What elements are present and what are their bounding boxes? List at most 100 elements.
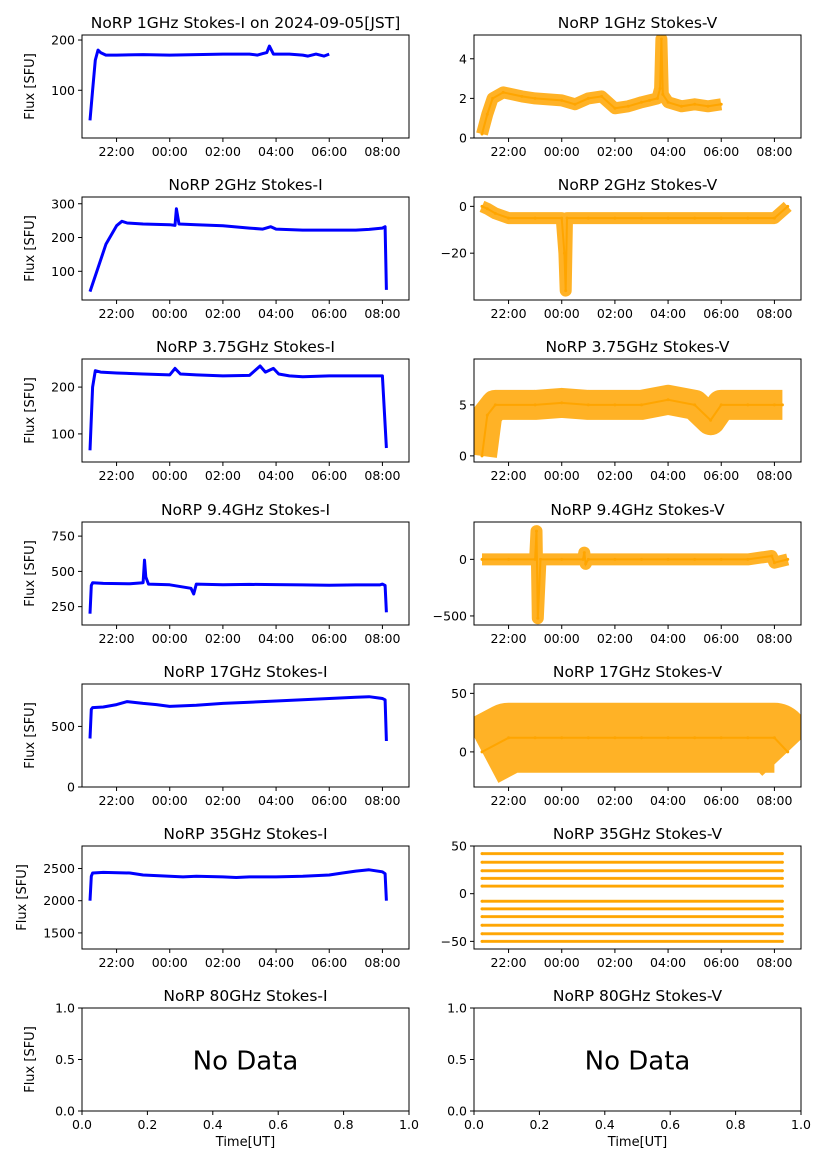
- series-point: [480, 860, 484, 864]
- series-point: [581, 557, 585, 561]
- x-tick-label: 08:00: [364, 793, 400, 808]
- series-point: [480, 454, 484, 458]
- no-data-annotation: No Data: [585, 1047, 691, 1077]
- panel-data: [480, 852, 784, 943]
- x-tick-label: 04:00: [650, 793, 686, 808]
- panel-data: [88, 558, 388, 614]
- panel-data: [476, 35, 723, 136]
- x-tick-label: 08:00: [364, 468, 400, 483]
- series-point: [507, 736, 511, 740]
- x-tick-label: 02:00: [205, 793, 241, 808]
- axes-frame: [473, 196, 802, 301]
- series-point: [573, 102, 577, 106]
- series-point: [564, 289, 568, 293]
- series-point: [480, 876, 484, 880]
- series-point: [491, 96, 495, 100]
- x-tick-label: 0.6: [268, 1117, 288, 1132]
- series-point: [772, 561, 776, 565]
- series-point: [584, 562, 588, 566]
- y-axis-label: Flux [SFU]: [23, 540, 38, 607]
- series-point: [658, 87, 662, 90]
- y-axis-label: Flux [SFU]: [23, 1026, 38, 1093]
- series-point: [772, 216, 776, 220]
- x-tick-label: 0.2: [529, 1117, 549, 1132]
- series-point: [679, 104, 683, 108]
- series-point: [493, 403, 497, 407]
- x-tick-label: 00:00: [544, 955, 580, 970]
- series-point: [666, 100, 670, 104]
- x-tick-label: 02:00: [597, 631, 633, 646]
- y-tick-label: 0: [67, 780, 75, 795]
- series-point: [786, 204, 790, 208]
- panel-5-0: NoRP 35GHz Stokes-I 22:00 00:00 02:00 04:00 0…: [15, 825, 410, 970]
- series-line: [88, 868, 388, 901]
- axes-frame: [473, 358, 802, 463]
- series-point: [640, 216, 643, 220]
- x-tick-label: 0.4: [595, 1117, 615, 1132]
- x-tick-label: 00:00: [152, 306, 188, 321]
- panel-title: NoRP 3.75GHz Stokes-V: [545, 338, 729, 356]
- series-band: [476, 35, 723, 136]
- y-tick-label: 50: [451, 686, 467, 701]
- panel-1-0: NoRP 2GHz Stokes-I 22:00 00:00 02:00 04:00 06…: [23, 176, 410, 321]
- x-tick-label: 02:00: [597, 306, 633, 321]
- series-point: [480, 557, 484, 561]
- series-point: [586, 216, 590, 220]
- panel-title: NoRP 17GHz Stokes-V: [553, 663, 723, 681]
- y-tick-label: 1.0: [447, 1001, 467, 1016]
- series-point: [480, 899, 484, 903]
- x-tick-label: 22:00: [491, 468, 527, 483]
- series-point: [560, 557, 564, 561]
- panel-1-1: NoRP 2GHz Stokes-V 22:00 00:00 02:00 04:00 06…: [441, 176, 802, 321]
- x-tick-label: 08:00: [756, 955, 792, 970]
- x-tick-label: 06:00: [703, 793, 739, 808]
- x-tick-label: 08:00: [756, 468, 792, 483]
- x-tick-label: 08:00: [756, 793, 792, 808]
- series-point: [780, 939, 784, 943]
- series-point: [780, 860, 784, 864]
- x-tick-label: 06:00: [311, 793, 347, 808]
- panel-3-1: NoRP 9.4GHz Stokes-V 22:00 00:00 02:00 04:00…: [433, 501, 802, 646]
- x-tick-label: 08:00: [756, 631, 792, 646]
- x-tick-label: 22:00: [491, 955, 527, 970]
- y-tick-label: 0: [459, 131, 467, 146]
- x-tick-label: 02:00: [205, 631, 241, 646]
- series-point: [780, 932, 784, 936]
- axes-frame: [81, 845, 410, 950]
- y-tick-label: 0: [459, 199, 467, 214]
- x-tick-label: 06:00: [311, 955, 347, 970]
- series-point: [480, 869, 484, 873]
- y-axis-label: Flux [SFU]: [15, 864, 30, 931]
- y-tick-label: 750: [51, 529, 75, 544]
- y-tick-label: 1500: [43, 925, 75, 940]
- panel-2-1: NoRP 3.75GHz Stokes-V 22:00 00:00 02:00 04:0…: [459, 338, 802, 483]
- axes-frame: [81, 521, 410, 626]
- y-tick-label: 300: [51, 196, 75, 211]
- panel-data: [88, 364, 388, 451]
- x-tick-label: 04:00: [650, 306, 686, 321]
- x-tick-label: 00:00: [544, 793, 580, 808]
- x-tick-label: 06:00: [311, 144, 347, 159]
- panel-data: [88, 44, 330, 121]
- series-point: [772, 736, 776, 740]
- series-point: [613, 216, 617, 220]
- series-point: [480, 907, 484, 911]
- x-tick-label: 00:00: [544, 631, 580, 646]
- series-point: [565, 216, 569, 220]
- series-point: [600, 94, 604, 98]
- series-point: [780, 884, 784, 888]
- x-tick-label: 0.0: [464, 1117, 484, 1132]
- x-tick-label: 00:00: [152, 955, 188, 970]
- series-point: [480, 932, 484, 936]
- panel-data: [474, 384, 790, 458]
- series-point: [535, 529, 538, 533]
- panel-title: NoRP 1GHz Stokes-V: [558, 14, 718, 32]
- panel-data: [88, 695, 388, 742]
- series-point: [586, 557, 590, 561]
- y-tick-label: 0.0: [447, 1104, 467, 1119]
- x-tick-label: 1.0: [399, 1117, 419, 1132]
- series-point: [560, 216, 564, 220]
- series-point: [666, 216, 670, 220]
- x-tick-label: 08:00: [756, 144, 792, 159]
- series-point: [562, 251, 566, 255]
